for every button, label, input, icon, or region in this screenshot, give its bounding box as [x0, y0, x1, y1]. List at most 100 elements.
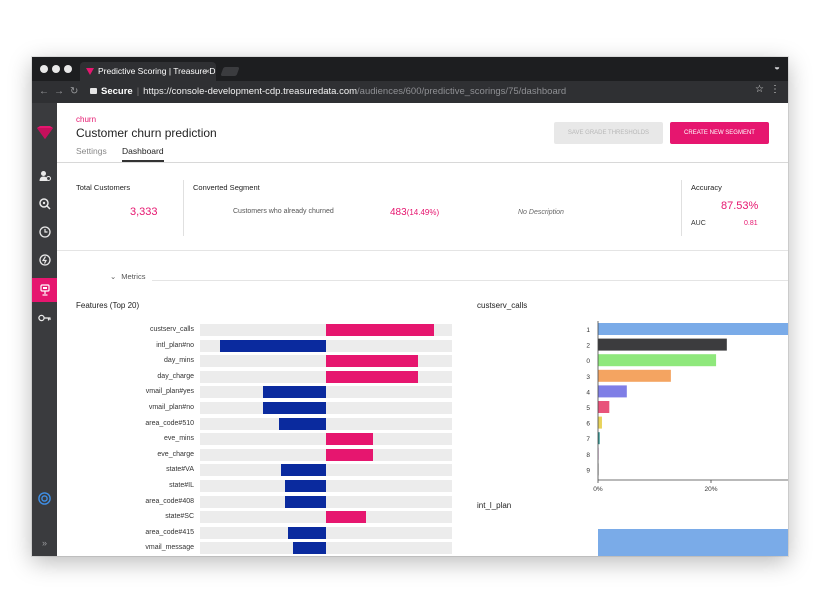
feature-label: day_mins [164, 357, 194, 365]
feature-bar[interactable] [287, 526, 326, 539]
metrics-toggle[interactable]: ⌄ Metrics [110, 272, 145, 281]
custserv-category-label: 2 [586, 343, 590, 350]
custserv-bar[interactable] [598, 354, 717, 367]
custserv-category-label: 5 [586, 405, 590, 412]
feature-bar-track [200, 386, 452, 399]
bookmark-star-icon[interactable]: ☆ [755, 84, 764, 95]
key-icon[interactable] [32, 307, 57, 329]
feature-bar-track [200, 495, 452, 508]
feature-label: area_code#415 [145, 528, 194, 536]
feature-bar-track [200, 526, 452, 539]
url-host: https://console-development-cdp.treasure… [143, 86, 358, 97]
custserv-bar[interactable] [598, 369, 671, 382]
custserv-bar[interactable] [598, 416, 602, 429]
users-icon[interactable] [32, 165, 57, 187]
features-chart-title: Features (Top 20) [76, 301, 140, 310]
segment-percent: (14.49%) [406, 208, 440, 217]
save-grade-thresholds-button[interactable]: SAVE GRADE THRESHOLDS [554, 122, 663, 144]
browser-tab[interactable]: Predictive Scoring | Treasure D × [80, 62, 216, 81]
total-customers-value: 3,333 [130, 206, 158, 218]
total-customers-label: Total Customers [76, 183, 131, 192]
metrics-label: Metrics [121, 272, 146, 281]
tab-dashboard[interactable]: Dashboard [122, 146, 164, 162]
tab-settings[interactable]: Settings [76, 146, 107, 156]
feature-label: intl_plan#no [156, 341, 194, 349]
treasure-logo-icon[interactable] [32, 119, 57, 147]
intl-plan-bar[interactable] [598, 529, 788, 556]
feature-label: custserv_calls [150, 326, 194, 333]
accuracy-label: Accuracy [691, 183, 722, 192]
feature-bar[interactable] [326, 511, 366, 524]
auc-value: 0.81 [744, 220, 758, 227]
create-new-segment-button[interactable]: CREATE NEW SEGMENT [670, 122, 769, 144]
feature-bar[interactable] [326, 355, 419, 368]
power-icon[interactable] [32, 249, 57, 271]
custserv-bar[interactable] [598, 338, 727, 351]
feature-bar[interactable] [326, 448, 374, 461]
close-window-button[interactable] [40, 65, 48, 73]
feature-bar-track [200, 464, 452, 477]
breadcrumb[interactable]: churn [76, 115, 97, 124]
feature-bar[interactable] [326, 433, 374, 446]
stats-divider-line [57, 250, 788, 251]
feature-bar[interactable] [292, 542, 326, 555]
trophy-icon[interactable] [32, 278, 57, 302]
custserv-category-label: 6 [586, 421, 590, 428]
expand-icon[interactable]: » [41, 538, 47, 548]
close-tab-icon[interactable]: × [205, 67, 210, 76]
feature-bar-track [200, 402, 452, 414]
feature-label: area_code#408 [145, 497, 194, 505]
custserv-category-label: 4 [586, 389, 590, 396]
page-title: Customer churn prediction [76, 126, 217, 140]
new-tab-button[interactable] [220, 67, 240, 76]
search-icon[interactable] [32, 193, 57, 215]
help-icon[interactable] [32, 487, 57, 509]
feature-bar[interactable] [281, 464, 326, 477]
custserv-tick-label: 20% [704, 486, 717, 493]
feature-label: state#VA [166, 466, 194, 474]
feature-bar-track [200, 480, 452, 492]
feature-label: state#IL [169, 482, 194, 489]
custserv-category-label: 3 [586, 374, 590, 381]
custserv-category-label: 0 [586, 358, 590, 365]
forward-icon[interactable]: → [54, 86, 64, 97]
feature-bar[interactable] [263, 386, 326, 399]
converted-segment-label: Converted Segment [193, 183, 260, 192]
segment-count-value: 483 [390, 207, 407, 218]
intl-plan-chart: no [598, 529, 788, 556]
feature-bar[interactable] [278, 417, 326, 430]
feature-label: vmail_message [145, 544, 194, 552]
chevron-down-icon: ⌄ [110, 272, 117, 281]
custserv-category-label: 9 [586, 467, 590, 474]
feature-label: eve_charge [157, 450, 194, 458]
lock-icon [90, 88, 97, 94]
stats-divider [183, 180, 184, 236]
segment-name[interactable]: Customers who already churned [233, 208, 334, 215]
custserv-category-label: 1 [586, 327, 590, 334]
reload-icon[interactable]: ↻ [70, 86, 79, 97]
feature-bar[interactable] [219, 339, 326, 352]
feature-bar[interactable] [326, 370, 419, 383]
url-input[interactable]: Secure | https://console-development-cdp.t… [84, 83, 772, 100]
custserv-bar[interactable] [598, 401, 610, 413]
segment-count: 483(14.49%) [390, 207, 439, 218]
incognito-icon: ◒ [773, 62, 780, 73]
minimize-window-button[interactable] [52, 65, 60, 73]
intl-plan-chart-title: int_l_plan [477, 501, 512, 510]
browser-window: Predictive Scoring | Treasure D × ◒ ← → … [32, 57, 788, 556]
feature-bar[interactable] [263, 402, 326, 414]
feature-bar[interactable] [326, 324, 434, 336]
history-icon[interactable] [32, 221, 57, 243]
custserv-bar[interactable] [598, 385, 627, 398]
custserv-bar[interactable] [598, 432, 600, 445]
browser-menu-icon[interactable]: ⋮ [770, 84, 780, 95]
zoom-window-button[interactable] [64, 65, 72, 73]
feature-bar[interactable] [285, 495, 326, 508]
feature-label: day_charge [157, 372, 194, 380]
feature-bar[interactable] [285, 480, 326, 492]
custserv-bar[interactable] [598, 323, 788, 335]
back-icon[interactable]: ← [39, 86, 49, 97]
app-sidebar: » [32, 103, 57, 556]
feature-label: area_code#510 [145, 419, 194, 427]
